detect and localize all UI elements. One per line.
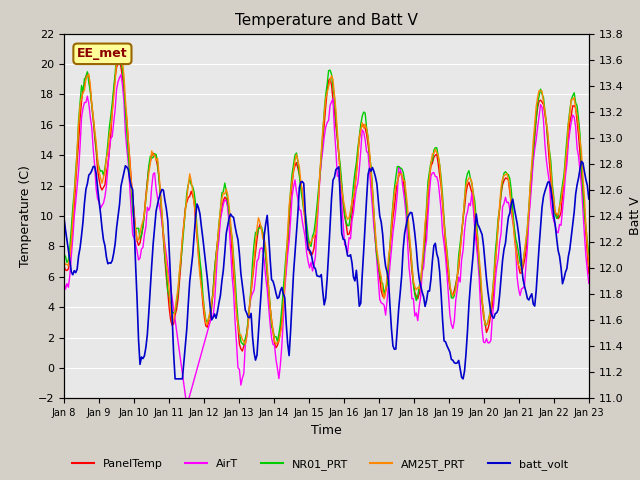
NR01_PRT (292, 150, 300, 156)
Legend: PanelTemp, AirT, NR01_PRT, AM25T_PRT, batt_volt: PanelTemp, AirT, NR01_PRT, AM25T_PRT, ba… (68, 455, 572, 474)
AirT (126, 184, 134, 190)
PanelTemp (218, 206, 226, 212)
Line: AirT: AirT (64, 75, 589, 406)
PanelTemp (239, 348, 246, 354)
PanelTemp (126, 156, 134, 162)
Text: EE_met: EE_met (77, 48, 128, 60)
AirT (246, 302, 253, 308)
PanelTemp (116, 58, 124, 64)
AM25T_PRT (272, 341, 280, 347)
batt_volt (244, 314, 252, 320)
AirT (117, 72, 125, 78)
batt_volt (236, 251, 243, 257)
Y-axis label: Batt V: Batt V (629, 197, 640, 235)
AM25T_PRT (244, 321, 252, 327)
AM25T_PRT (292, 152, 300, 157)
Line: NR01_PRT: NR01_PRT (64, 54, 589, 345)
PanelTemp (246, 303, 253, 309)
AM25T_PRT (126, 158, 134, 164)
AirT (220, 201, 227, 207)
AirT (585, 280, 593, 286)
AirT (237, 382, 244, 388)
AirT (60, 280, 68, 286)
PanelTemp (559, 193, 566, 199)
AirT (183, 403, 191, 409)
AirT (292, 189, 300, 194)
NR01_PRT (218, 190, 226, 196)
NR01_PRT (60, 252, 68, 257)
Title: Temperature and Batt V: Temperature and Batt V (235, 13, 418, 28)
AirT (559, 208, 566, 214)
NR01_PRT (126, 173, 134, 179)
PanelTemp (236, 341, 243, 347)
Line: batt_volt: batt_volt (64, 161, 589, 379)
AM25T_PRT (236, 332, 243, 337)
NR01_PRT (115, 51, 122, 57)
batt_volt (585, 196, 593, 202)
AM25T_PRT (60, 258, 68, 264)
NR01_PRT (246, 302, 253, 308)
batt_volt (125, 167, 132, 173)
AM25T_PRT (116, 50, 124, 56)
batt_volt (172, 376, 179, 382)
NR01_PRT (240, 342, 248, 348)
NR01_PRT (559, 182, 566, 188)
X-axis label: Time: Time (311, 424, 342, 437)
Line: AM25T_PRT: AM25T_PRT (64, 53, 589, 344)
PanelTemp (585, 271, 593, 276)
Y-axis label: Temperature (C): Temperature (C) (19, 165, 32, 267)
NR01_PRT (236, 329, 243, 335)
batt_volt (291, 251, 299, 257)
batt_volt (218, 278, 226, 284)
PanelTemp (292, 160, 300, 166)
AM25T_PRT (585, 263, 593, 269)
Line: PanelTemp: PanelTemp (64, 61, 589, 351)
PanelTemp (60, 263, 68, 269)
batt_volt (557, 265, 565, 271)
NR01_PRT (585, 252, 593, 257)
batt_volt (60, 215, 68, 221)
AM25T_PRT (559, 186, 566, 192)
AM25T_PRT (218, 195, 226, 201)
batt_volt (578, 158, 586, 164)
